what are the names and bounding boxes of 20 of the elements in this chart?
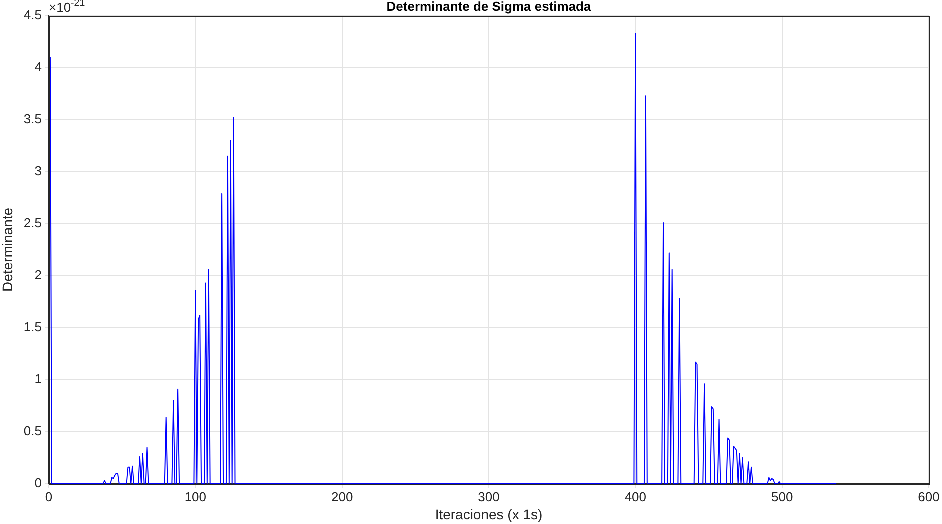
x-tick-label: 200 [331, 489, 354, 504]
x-tick-label: 0 [45, 489, 53, 504]
x-tick-label: 100 [184, 489, 207, 504]
y-axis-title: Determinante [0, 208, 16, 292]
y-tick-label: 3.5 [24, 112, 42, 127]
x-tick-label: 400 [624, 489, 647, 504]
y-tick-label: 0.5 [24, 424, 42, 439]
y-tick-label: 4 [34, 60, 42, 75]
y-tick-label: 2 [34, 268, 42, 283]
y-tick-label: 2.5 [24, 216, 42, 231]
x-tick-label: 500 [771, 489, 794, 504]
chart-title: Determinante de Sigma estimada [386, 0, 592, 14]
x-tick-label: 600 [918, 489, 940, 504]
x-tick-label: 300 [478, 489, 500, 504]
y-tick-label: 4.5 [24, 8, 42, 23]
y-tick-label: 1 [34, 372, 42, 387]
x-axis-title: Iteraciones (x 1s) [435, 506, 543, 522]
y-tick-label: 1.5 [24, 320, 42, 335]
y-tick-label: 0 [34, 476, 42, 491]
y-tick-label: 3 [34, 164, 42, 179]
